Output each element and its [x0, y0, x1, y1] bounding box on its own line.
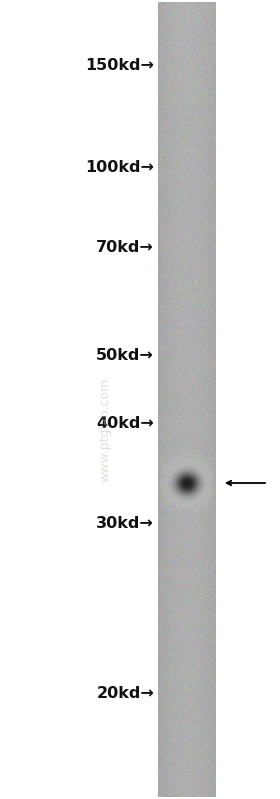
- Text: 40kd→: 40kd→: [96, 415, 154, 431]
- Text: 100kd→: 100kd→: [85, 161, 154, 176]
- Text: www.ptglab.com: www.ptglab.com: [99, 378, 111, 482]
- Text: 30kd→: 30kd→: [96, 516, 154, 531]
- Text: 20kd→: 20kd→: [96, 686, 154, 702]
- Text: 50kd→: 50kd→: [96, 348, 154, 363]
- Text: 150kd→: 150kd→: [85, 58, 154, 73]
- Text: 70kd→: 70kd→: [96, 240, 154, 256]
